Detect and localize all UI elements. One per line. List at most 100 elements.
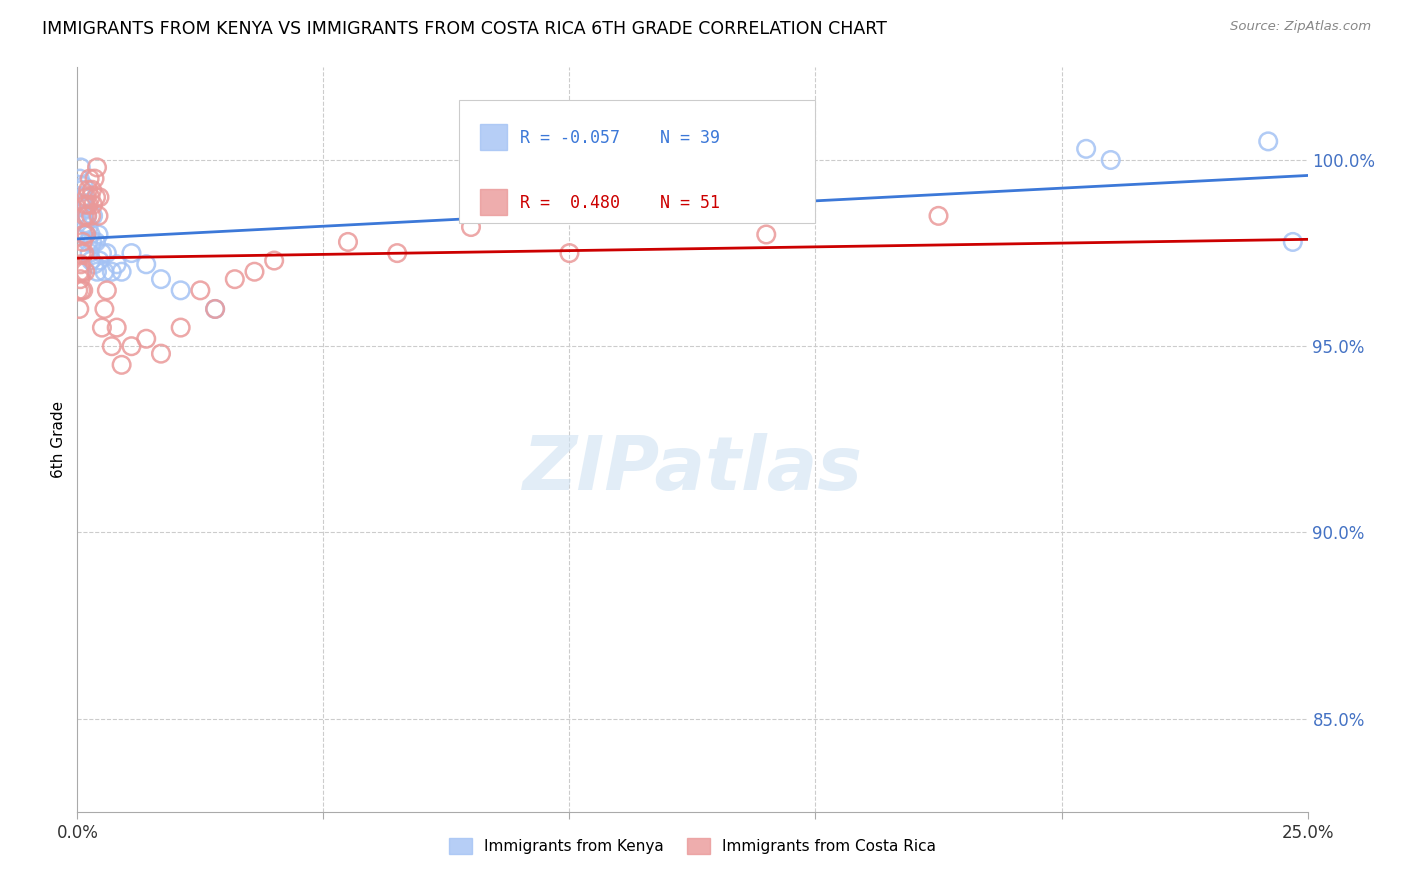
Point	[87, 227, 110, 242]
Point	[135, 257, 157, 271]
Point	[83, 257, 105, 271]
Point	[75, 227, 97, 242]
Bar	[479, 123, 506, 150]
Point	[70, 246, 93, 260]
Point	[76, 209, 98, 223]
Point	[73, 209, 96, 223]
FancyBboxPatch shape	[458, 101, 815, 223]
Point	[101, 265, 124, 279]
Point	[1282, 235, 1305, 249]
Y-axis label: 6th Grade: 6th Grade	[51, 401, 66, 478]
Point	[73, 190, 96, 204]
Point	[263, 253, 285, 268]
Text: R = -0.057    N = 39: R = -0.057 N = 39	[520, 128, 720, 146]
Point	[79, 171, 101, 186]
Point	[70, 197, 93, 211]
Point	[243, 265, 266, 279]
Point	[80, 209, 103, 223]
Point	[82, 235, 104, 249]
Point	[170, 283, 193, 297]
Point	[79, 246, 101, 260]
Point	[1257, 134, 1279, 148]
Point	[170, 320, 193, 334]
Point	[121, 246, 143, 260]
Point	[93, 301, 115, 316]
Point	[1076, 142, 1098, 156]
Point	[72, 209, 94, 223]
Point	[72, 283, 94, 297]
Point	[79, 227, 101, 242]
Point	[82, 183, 104, 197]
Point	[77, 235, 100, 249]
Point	[558, 246, 581, 260]
Point	[72, 190, 94, 204]
Point	[150, 272, 173, 286]
Point	[87, 209, 110, 223]
Point	[190, 283, 212, 297]
Bar	[479, 189, 506, 215]
Point	[77, 197, 100, 211]
Point	[82, 209, 104, 223]
Point	[204, 301, 226, 316]
Point	[460, 220, 482, 235]
Point	[86, 265, 108, 279]
Point	[84, 235, 107, 249]
Point	[105, 320, 128, 334]
Point	[73, 179, 96, 194]
Point	[82, 197, 104, 211]
Text: IMMIGRANTS FROM KENYA VS IMMIGRANTS FROM COSTA RICA 6TH GRADE CORRELATION CHART: IMMIGRANTS FROM KENYA VS IMMIGRANTS FROM…	[42, 20, 887, 37]
Point	[69, 272, 91, 286]
Point	[90, 320, 114, 334]
Point	[70, 183, 93, 197]
Point	[67, 301, 90, 316]
Point	[67, 283, 90, 297]
Point	[72, 235, 94, 249]
Point	[76, 209, 98, 223]
Point	[86, 161, 108, 175]
Point	[89, 253, 111, 268]
Point	[70, 265, 93, 279]
Point	[96, 246, 118, 260]
Point	[75, 227, 97, 242]
Point	[204, 301, 226, 316]
Point	[121, 339, 143, 353]
Point	[93, 265, 115, 279]
Point	[928, 209, 950, 223]
Point	[70, 283, 93, 297]
Point	[1099, 153, 1122, 167]
Point	[111, 358, 134, 372]
Point	[150, 346, 173, 360]
Text: Source: ZipAtlas.com: Source: ZipAtlas.com	[1230, 20, 1371, 33]
Point	[69, 171, 91, 186]
Point	[337, 235, 360, 249]
Point	[387, 246, 409, 260]
Point	[90, 246, 114, 260]
Point	[69, 265, 91, 279]
Point	[84, 190, 107, 204]
Point	[73, 246, 96, 260]
Point	[135, 332, 157, 346]
Point	[105, 257, 128, 271]
Text: ZIPatlas: ZIPatlas	[523, 433, 862, 506]
Point	[76, 190, 98, 204]
Point	[80, 253, 103, 268]
Point	[755, 227, 778, 242]
Point	[77, 183, 100, 197]
Point	[75, 197, 97, 211]
Point	[111, 265, 134, 279]
Point	[79, 190, 101, 204]
Text: R =  0.480    N = 51: R = 0.480 N = 51	[520, 194, 720, 212]
Point	[75, 216, 97, 230]
Point	[96, 283, 118, 297]
Legend: Immigrants from Kenya, Immigrants from Costa Rica: Immigrants from Kenya, Immigrants from C…	[443, 831, 942, 860]
Point	[73, 227, 96, 242]
Point	[75, 265, 97, 279]
Point	[75, 202, 97, 216]
Point	[89, 190, 111, 204]
Point	[77, 220, 100, 235]
Point	[224, 272, 246, 286]
Point	[83, 171, 105, 186]
Point	[69, 257, 91, 271]
Point	[69, 161, 91, 175]
Point	[101, 339, 124, 353]
